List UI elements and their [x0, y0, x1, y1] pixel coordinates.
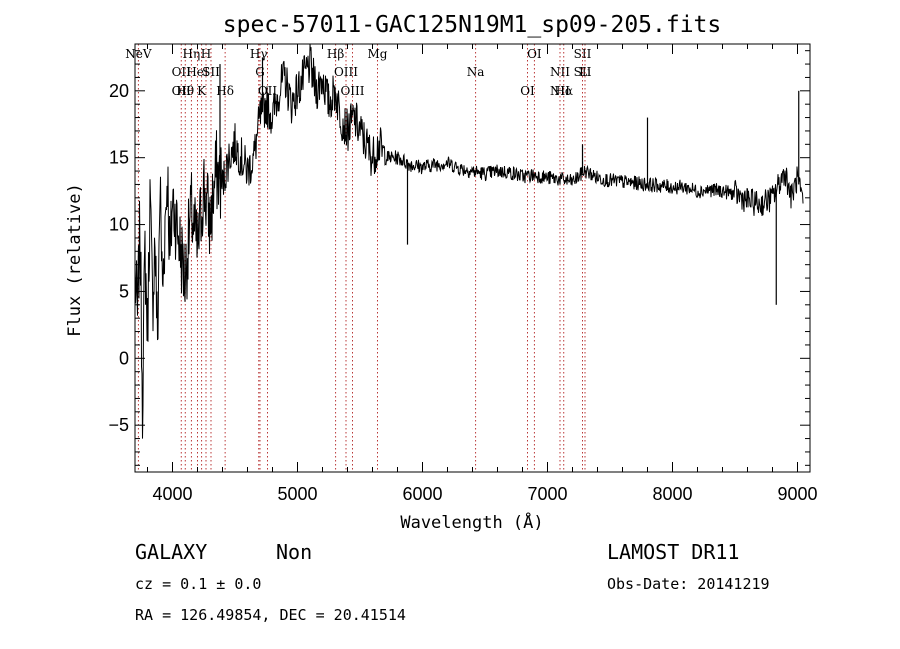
spectral-line-label: Hγ [250, 47, 268, 61]
sky-coordinates: RA = 126.49854, DEC = 20.41514 [135, 606, 406, 624]
x-tick-label: 7000 [527, 484, 567, 504]
spectral-line-label: OI [527, 47, 542, 61]
spectral-line-label: K [197, 84, 207, 98]
spectral-line-label: NeV [125, 47, 152, 61]
spectrum-line [134, 43, 804, 439]
spectral-line-label: Mg [368, 47, 388, 61]
plot-frame [134, 43, 811, 473]
x-tick-label: 5000 [277, 484, 317, 504]
spectral-line-markers: NeVOIIOIIHθHηHeIKHSIIHδHγGOIIHβOIIIOIIIM… [125, 44, 592, 472]
y-tick-label: 20 [109, 81, 129, 101]
object-class: GALAXY [135, 540, 207, 564]
spectral-line-label: NII [550, 65, 570, 79]
spectral-line-label: OI [520, 84, 535, 98]
y-axis-label: Flux (relative) [65, 183, 85, 337]
x-tick-label: 9000 [777, 484, 817, 504]
y-tick-label: 15 [109, 148, 129, 168]
survey-name: LAMOST DR11 [607, 540, 739, 564]
spectral-line-label: Li [579, 65, 591, 79]
spectral-line-label: Hη [183, 47, 201, 61]
object-subclass: Non [276, 540, 312, 564]
y-tick-label: 5 [119, 281, 129, 301]
spectral-line-label: Hβ [327, 47, 344, 61]
spectral-line-label: SII [574, 47, 592, 61]
redshift-cz: cz = 0.1 ± 0.0 [135, 575, 261, 593]
spectral-line-label: OIII [340, 84, 364, 98]
x-tick-label: 4000 [152, 484, 192, 504]
spectrum-spikes [219, 57, 800, 305]
spectral-line-label: OII [172, 84, 192, 98]
spectral-line-label: SII [574, 65, 592, 79]
spectral-line-label: H [201, 47, 211, 61]
spectral-line-label: HeI [186, 65, 209, 79]
spectral-line-label: Na [467, 65, 485, 79]
spectral-line-label: Hθ [176, 84, 194, 98]
y-tick-label: −5 [108, 415, 129, 435]
spectral-line-label: OIII [334, 65, 358, 79]
spectral-line-label: Hα [554, 84, 573, 98]
spectral-line-label: Hδ [216, 84, 234, 98]
spectral-line-label: OII [172, 65, 192, 79]
y-tick-label: 0 [119, 348, 129, 368]
spectral-line-label: NII [550, 84, 570, 98]
x-tick-label: 6000 [402, 484, 442, 504]
axis-ticks: 4000 5000 6000 7000 8000 9000 −5 0 5 10 15 20 [108, 44, 818, 504]
x-axis-label: Wavelength (Å) [400, 511, 543, 533]
x-tick-label: 8000 [652, 484, 692, 504]
spectral-line-label: SII [202, 65, 220, 79]
spectral-line-label: G [255, 65, 265, 79]
chart-title: spec-57011-GAC125N19M1_sp09-205.fits [223, 12, 722, 38]
y-tick-label: 10 [109, 215, 129, 235]
observation-date: Obs-Date: 20141219 [607, 575, 770, 593]
